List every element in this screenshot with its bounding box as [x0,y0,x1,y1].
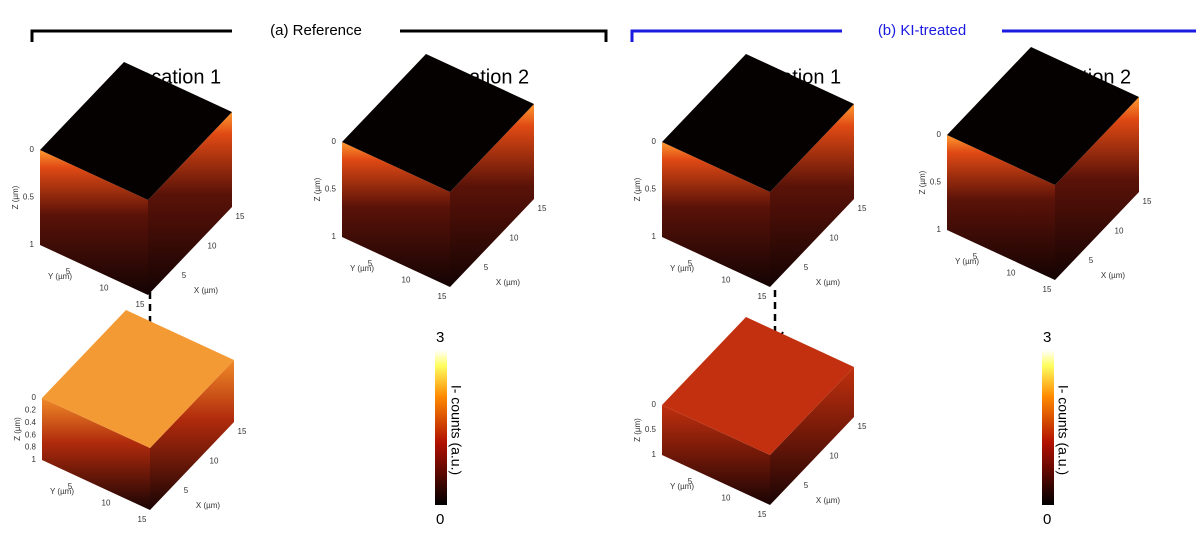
z-axis-label: Z (µm) [633,418,642,442]
z-tick-label: 0 [32,393,37,402]
y-tick-label: 15 [438,292,447,301]
x-tick-label: 15 [1143,197,1152,206]
z-tick-label: 0 [652,400,657,409]
z-tick-label: 0.5 [645,185,657,194]
x-tick-label: 10 [210,456,219,465]
z-tick-label: 0.5 [645,425,657,434]
z-tick-label: 1 [652,232,657,241]
z-tick-label: 0.5 [930,178,942,187]
y-tick-label: 15 [758,510,767,519]
z-tick-label: 0 [30,145,35,154]
y-axis-label: Y (µm) [50,487,74,496]
z-axis-label: Z (µm) [13,417,22,441]
y-tick-label: 15 [1043,285,1052,294]
z-tick-label: 1 [652,450,657,459]
y-axis-label: Y (µm) [48,272,72,281]
panel-title: (b) KI-treated [878,22,966,39]
z-axis-label: Z (µm) [918,170,927,194]
y-axis-label: Y (µm) [670,482,694,491]
x-tick-label: 15 [858,422,867,431]
y-tick-label: 10 [102,498,111,507]
x-tick-label: 5 [182,271,187,280]
x-tick-label: 5 [184,486,189,495]
x-tick-label: 5 [1089,256,1094,265]
y-tick-label: 10 [722,275,731,284]
x-axis-label: X (µm) [816,278,840,287]
colorbar-min: 0 [1043,511,1051,528]
z-axis-label: Z (µm) [633,177,642,201]
y-tick-label: 10 [402,275,411,284]
z-tick-label: 0.8 [25,443,37,452]
x-tick-label: 15 [538,204,547,213]
z-tick-label: 0.4 [25,418,37,427]
z-tick-label: 1 [30,240,35,249]
z-tick-label: 0.5 [325,185,337,194]
z-axis-label: Z (µm) [11,185,20,209]
x-tick-label: 15 [238,427,247,436]
z-tick-label: 0 [937,130,942,139]
x-tick-label: 10 [830,451,839,460]
z-tick-label: 1 [937,225,942,234]
z-tick-label: 0.6 [25,430,37,439]
z-tick-label: 0.2 [25,406,37,415]
x-tick-label: 15 [858,204,867,213]
y-tick-label: 10 [722,493,731,502]
x-tick-label: 5 [804,481,809,490]
x-tick-label: 5 [484,263,489,272]
x-tick-label: 10 [830,233,839,242]
z-axis-label: Z (µm) [313,177,322,201]
colorbar-min: 0 [436,511,444,528]
page: (a) Reference (b) KI-treated Location 1 … [0,0,1200,531]
z-tick-label: 1 [332,232,337,241]
x-tick-label: 10 [510,233,519,242]
y-axis-label: Y (µm) [670,264,694,273]
y-tick-label: 10 [1007,268,1016,277]
colorbar-max: 3 [436,329,444,346]
x-tick-label: 5 [804,263,809,272]
y-axis-label: Y (µm) [955,257,979,266]
figure: (a) Reference (b) KI-treated Location 1 … [0,0,1200,531]
colorbar-max: 3 [1043,329,1051,346]
y-tick-label: 15 [136,300,145,309]
z-tick-label: 0 [332,137,337,146]
x-axis-label: X (µm) [816,496,840,505]
colorbar [435,350,447,505]
y-axis-label: Y (µm) [350,264,374,273]
y-tick-label: 15 [758,292,767,301]
x-tick-label: 10 [208,241,217,250]
y-tick-label: 10 [100,283,109,292]
colorbar-label: I- counts (a.u.) [1055,385,1071,475]
colorbar-label: I- counts (a.u.) [448,385,464,475]
x-axis-label: X (µm) [194,286,218,295]
x-axis-label: X (µm) [196,501,220,510]
y-tick-label: 15 [138,515,147,524]
z-tick-label: 0 [652,137,657,146]
z-tick-label: 0.5 [23,193,35,202]
x-tick-label: 10 [1115,226,1124,235]
panel-title: (a) Reference [270,22,362,39]
x-tick-label: 15 [236,212,245,221]
z-tick-label: 1 [32,455,37,464]
colorbar [1042,350,1054,505]
x-axis-label: X (µm) [1101,271,1125,280]
x-axis-label: X (µm) [496,278,520,287]
